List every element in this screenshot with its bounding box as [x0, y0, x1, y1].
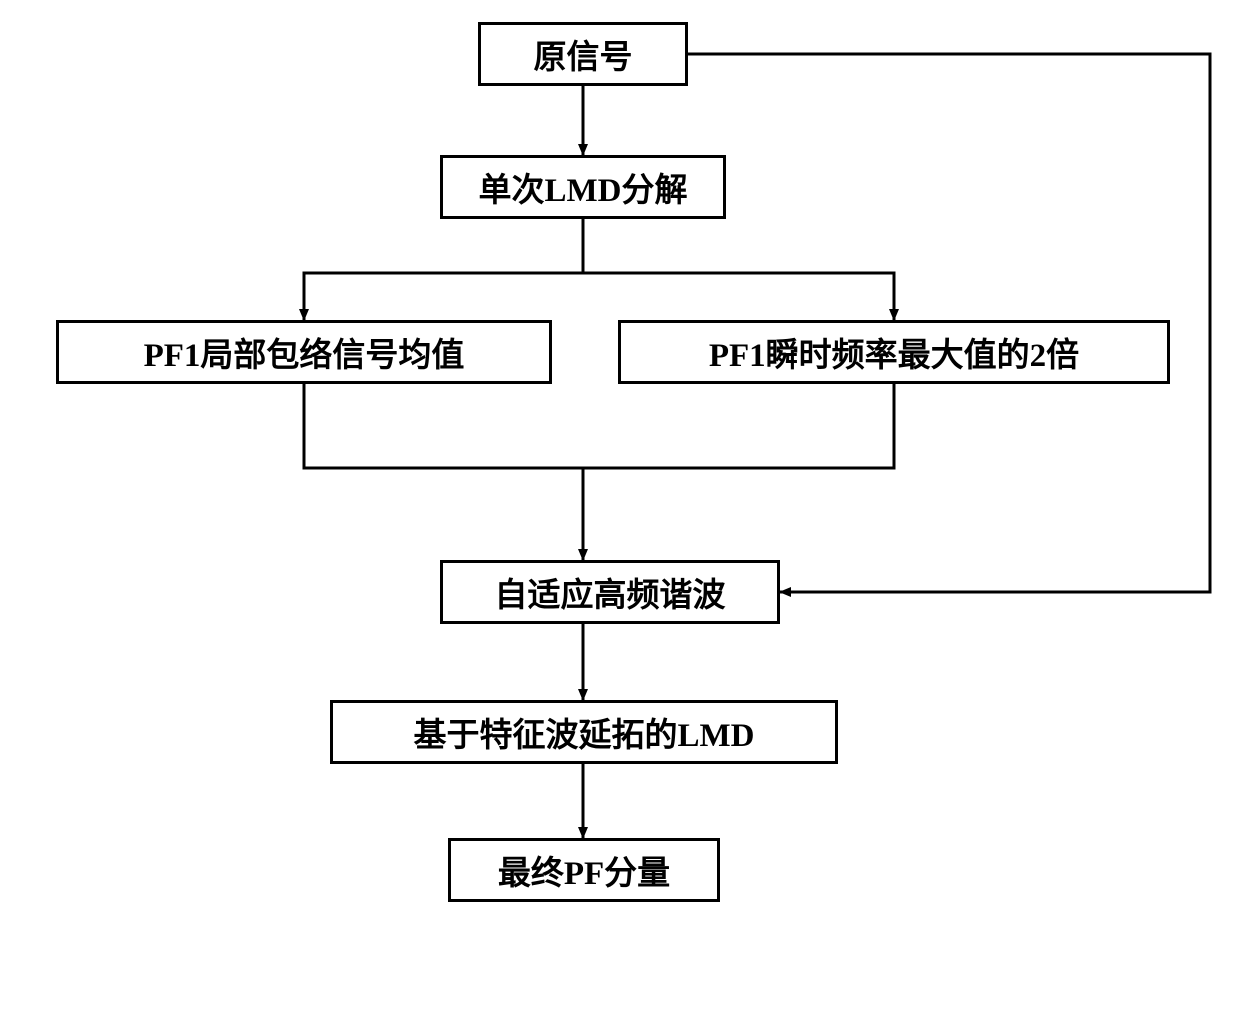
- node-label: 基于特征波延拓的LMD: [414, 708, 755, 756]
- node-original-signal: 原信号: [478, 22, 688, 86]
- node-pf1-envelope-mean: PF1局部包络信号均值: [56, 320, 552, 384]
- node-label: 单次LMD分解: [479, 163, 688, 211]
- node-final-pf: 最终PF分量: [448, 838, 720, 902]
- node-label: 自适应高频谐波: [495, 568, 726, 616]
- node-characteristic-wave-lmd: 基于特征波延拓的LMD: [330, 700, 838, 764]
- node-label: 原信号: [534, 30, 633, 78]
- node-label: 最终PF分量: [498, 846, 670, 894]
- node-pf1-freq-2x: PF1瞬时频率最大值的2倍: [618, 320, 1170, 384]
- node-label: PF1局部包络信号均值: [144, 328, 465, 376]
- node-label: PF1瞬时频率最大值的2倍: [709, 328, 1079, 376]
- node-adaptive-harmonic: 自适应高频谐波: [440, 560, 780, 624]
- node-single-lmd: 单次LMD分解: [440, 155, 726, 219]
